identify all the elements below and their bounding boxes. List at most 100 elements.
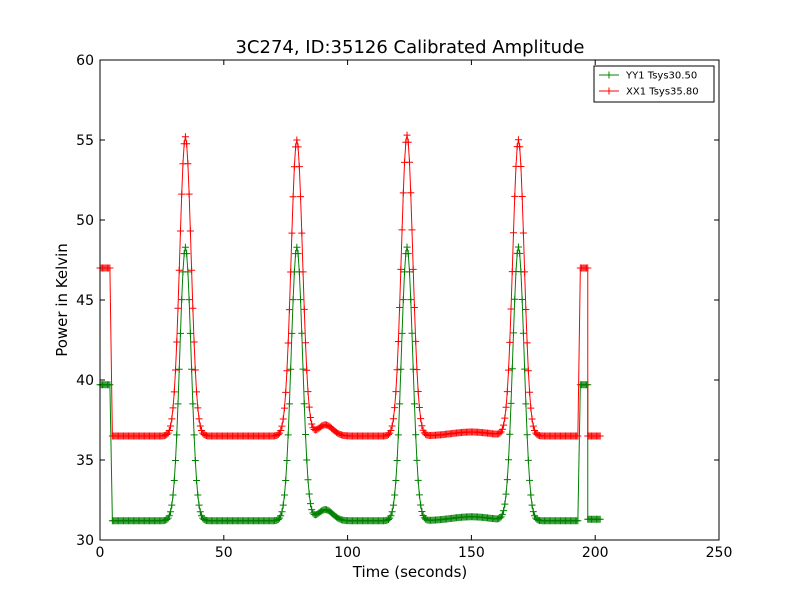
data-point [193,476,201,484]
data-point [168,415,176,423]
data-point [410,400,418,408]
data-point [308,506,316,514]
data-point [304,476,312,484]
data-point [501,500,509,508]
data-point [284,431,292,439]
data-point [300,305,308,313]
data-point [414,476,422,484]
legend-item: XX1 Tsys35.80 [599,87,699,98]
data-point [574,432,582,440]
data-point [415,404,423,412]
data-point [514,136,522,144]
data-point [387,426,395,434]
data-point [189,400,197,408]
data-point [184,160,192,168]
data-point [384,431,392,439]
data-point [163,515,171,523]
data-point [302,339,310,347]
data-point [403,131,411,139]
series-2 [96,131,604,440]
data-point [409,265,417,273]
data-point [408,226,416,234]
data-point [175,266,183,274]
data-point [526,476,534,484]
data-point [502,403,510,411]
data-point [406,158,413,166]
data-point [387,512,395,520]
data-point [528,415,536,423]
data-point [399,296,407,304]
data-point [384,515,392,523]
series-1 [96,243,604,525]
data-point [517,163,525,171]
data-point [398,329,406,337]
data-point [503,388,511,396]
data-point [523,431,531,439]
data-point [506,338,514,346]
data-point [293,243,301,251]
legend: YY1 Tsys30.50 XX1 Tsys35.80 [593,65,715,103]
data-point [165,426,173,434]
data-point [299,268,307,276]
series-layer [96,131,604,525]
data-point [507,399,515,407]
data-point [522,400,530,408]
data-point [106,264,114,272]
data-point [167,422,175,430]
data-point [305,403,313,411]
data-point [394,431,402,439]
data-point [406,268,413,276]
data-point [498,425,506,433]
data-point [195,501,203,509]
data-point [196,422,204,430]
data-point [418,422,426,430]
data-point [185,190,193,198]
data-point [393,456,401,464]
y-axis-label: Power in Kelvin [53,243,71,357]
data-point [596,515,604,523]
data-point [509,229,517,237]
data-point [500,507,508,515]
y-tick-label: 35 [76,453,94,469]
data-point [289,296,297,304]
data-point [391,404,399,412]
data-point [519,229,527,237]
legend-label: XX1 Tsys35.80 [626,87,699,98]
data-point [176,227,184,235]
data-point [282,388,290,396]
data-point [501,414,509,422]
data-point [174,400,182,408]
data-point [518,193,526,201]
data-point [170,476,178,484]
data-point [191,366,199,374]
data-point [524,456,532,464]
data-point [302,431,310,439]
data-point [527,491,535,499]
x-tick-label: 250 [706,545,733,561]
data-point [167,508,175,516]
data-point [283,456,291,464]
data-point [511,295,519,303]
data-point [404,250,412,258]
data-point [396,400,404,408]
x-tick-label: 150 [458,545,485,561]
legend-label: YY1 Tsys30.50 [625,71,697,82]
data-point [278,508,286,516]
data-point [294,143,302,151]
data-point [399,189,407,197]
data-point [519,329,527,337]
data-point [413,366,421,374]
data-point [500,421,508,429]
data-point [523,339,531,347]
data-point [274,431,282,439]
data-point [418,508,426,516]
data-point [511,192,519,200]
data-point [186,227,194,235]
data-point [417,501,425,509]
data-point [391,491,399,499]
data-point [417,415,425,423]
data-point [106,381,114,389]
data-point [289,193,297,201]
data-point [181,133,189,141]
x-tick-label: 0 [96,545,105,561]
